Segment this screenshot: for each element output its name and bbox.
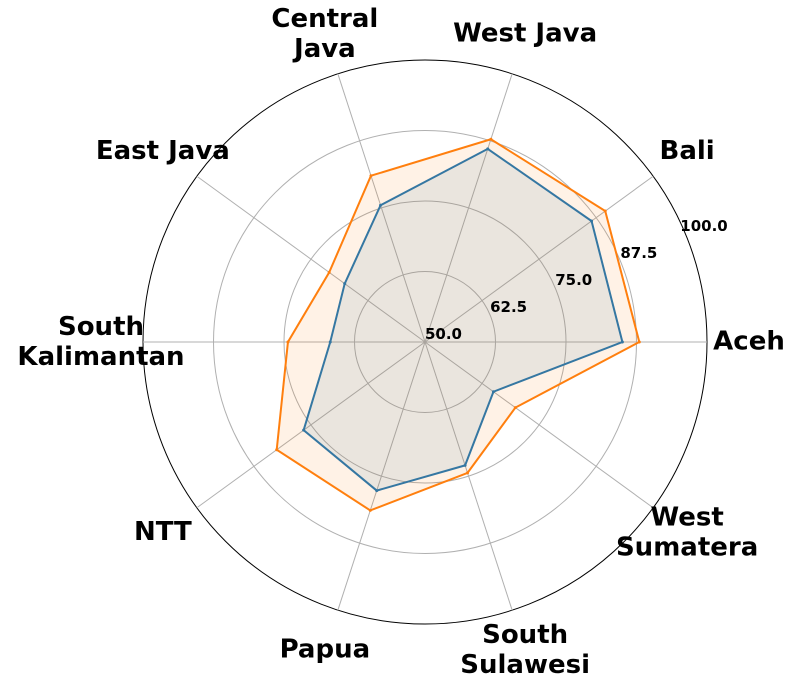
r-tick-label: 50.0 [425, 325, 462, 343]
vertex [603, 209, 607, 213]
spoke [424, 73, 513, 343]
vertex [368, 508, 372, 512]
category-label: Bali [660, 136, 715, 166]
category-label: NTT [134, 517, 192, 547]
vertex [463, 463, 467, 467]
series-area [303, 148, 623, 491]
vertex [375, 489, 379, 493]
vertex [466, 471, 470, 475]
spoke [424, 341, 513, 611]
category-label: West Sumatera [616, 502, 758, 562]
vertex [590, 219, 594, 223]
vertex [328, 340, 332, 344]
vertex [369, 174, 373, 178]
vertex [343, 282, 347, 286]
spoke [424, 175, 654, 343]
vertex [637, 340, 641, 344]
vertex [379, 203, 383, 207]
vertex [302, 428, 306, 432]
spoke [337, 73, 426, 343]
vertex [491, 390, 495, 394]
r-tick-label: 75.0 [555, 271, 592, 289]
spoke [337, 341, 426, 611]
vertex [513, 406, 517, 410]
vertex [327, 270, 331, 274]
category-label: Central Java [271, 3, 378, 63]
r-tick-label: 87.5 [620, 244, 657, 262]
vertex [486, 147, 490, 151]
category-label: South Sulawesi [460, 620, 590, 680]
vertex [620, 340, 624, 344]
category-label: East Java [96, 136, 230, 166]
category-label: Papua [280, 635, 371, 665]
r-tick-label: 100.0 [680, 217, 727, 235]
category-label: Aceh [713, 327, 785, 357]
category-label: South Kalimantan [17, 312, 184, 372]
vertex [275, 448, 279, 452]
category-label: West Java [453, 18, 597, 48]
spoke [424, 341, 654, 509]
vertex [489, 137, 493, 141]
spoke [196, 341, 426, 509]
r-tick-label: 62.5 [490, 298, 527, 316]
vertex [286, 340, 290, 344]
series-area [276, 139, 640, 511]
spoke [196, 175, 426, 343]
